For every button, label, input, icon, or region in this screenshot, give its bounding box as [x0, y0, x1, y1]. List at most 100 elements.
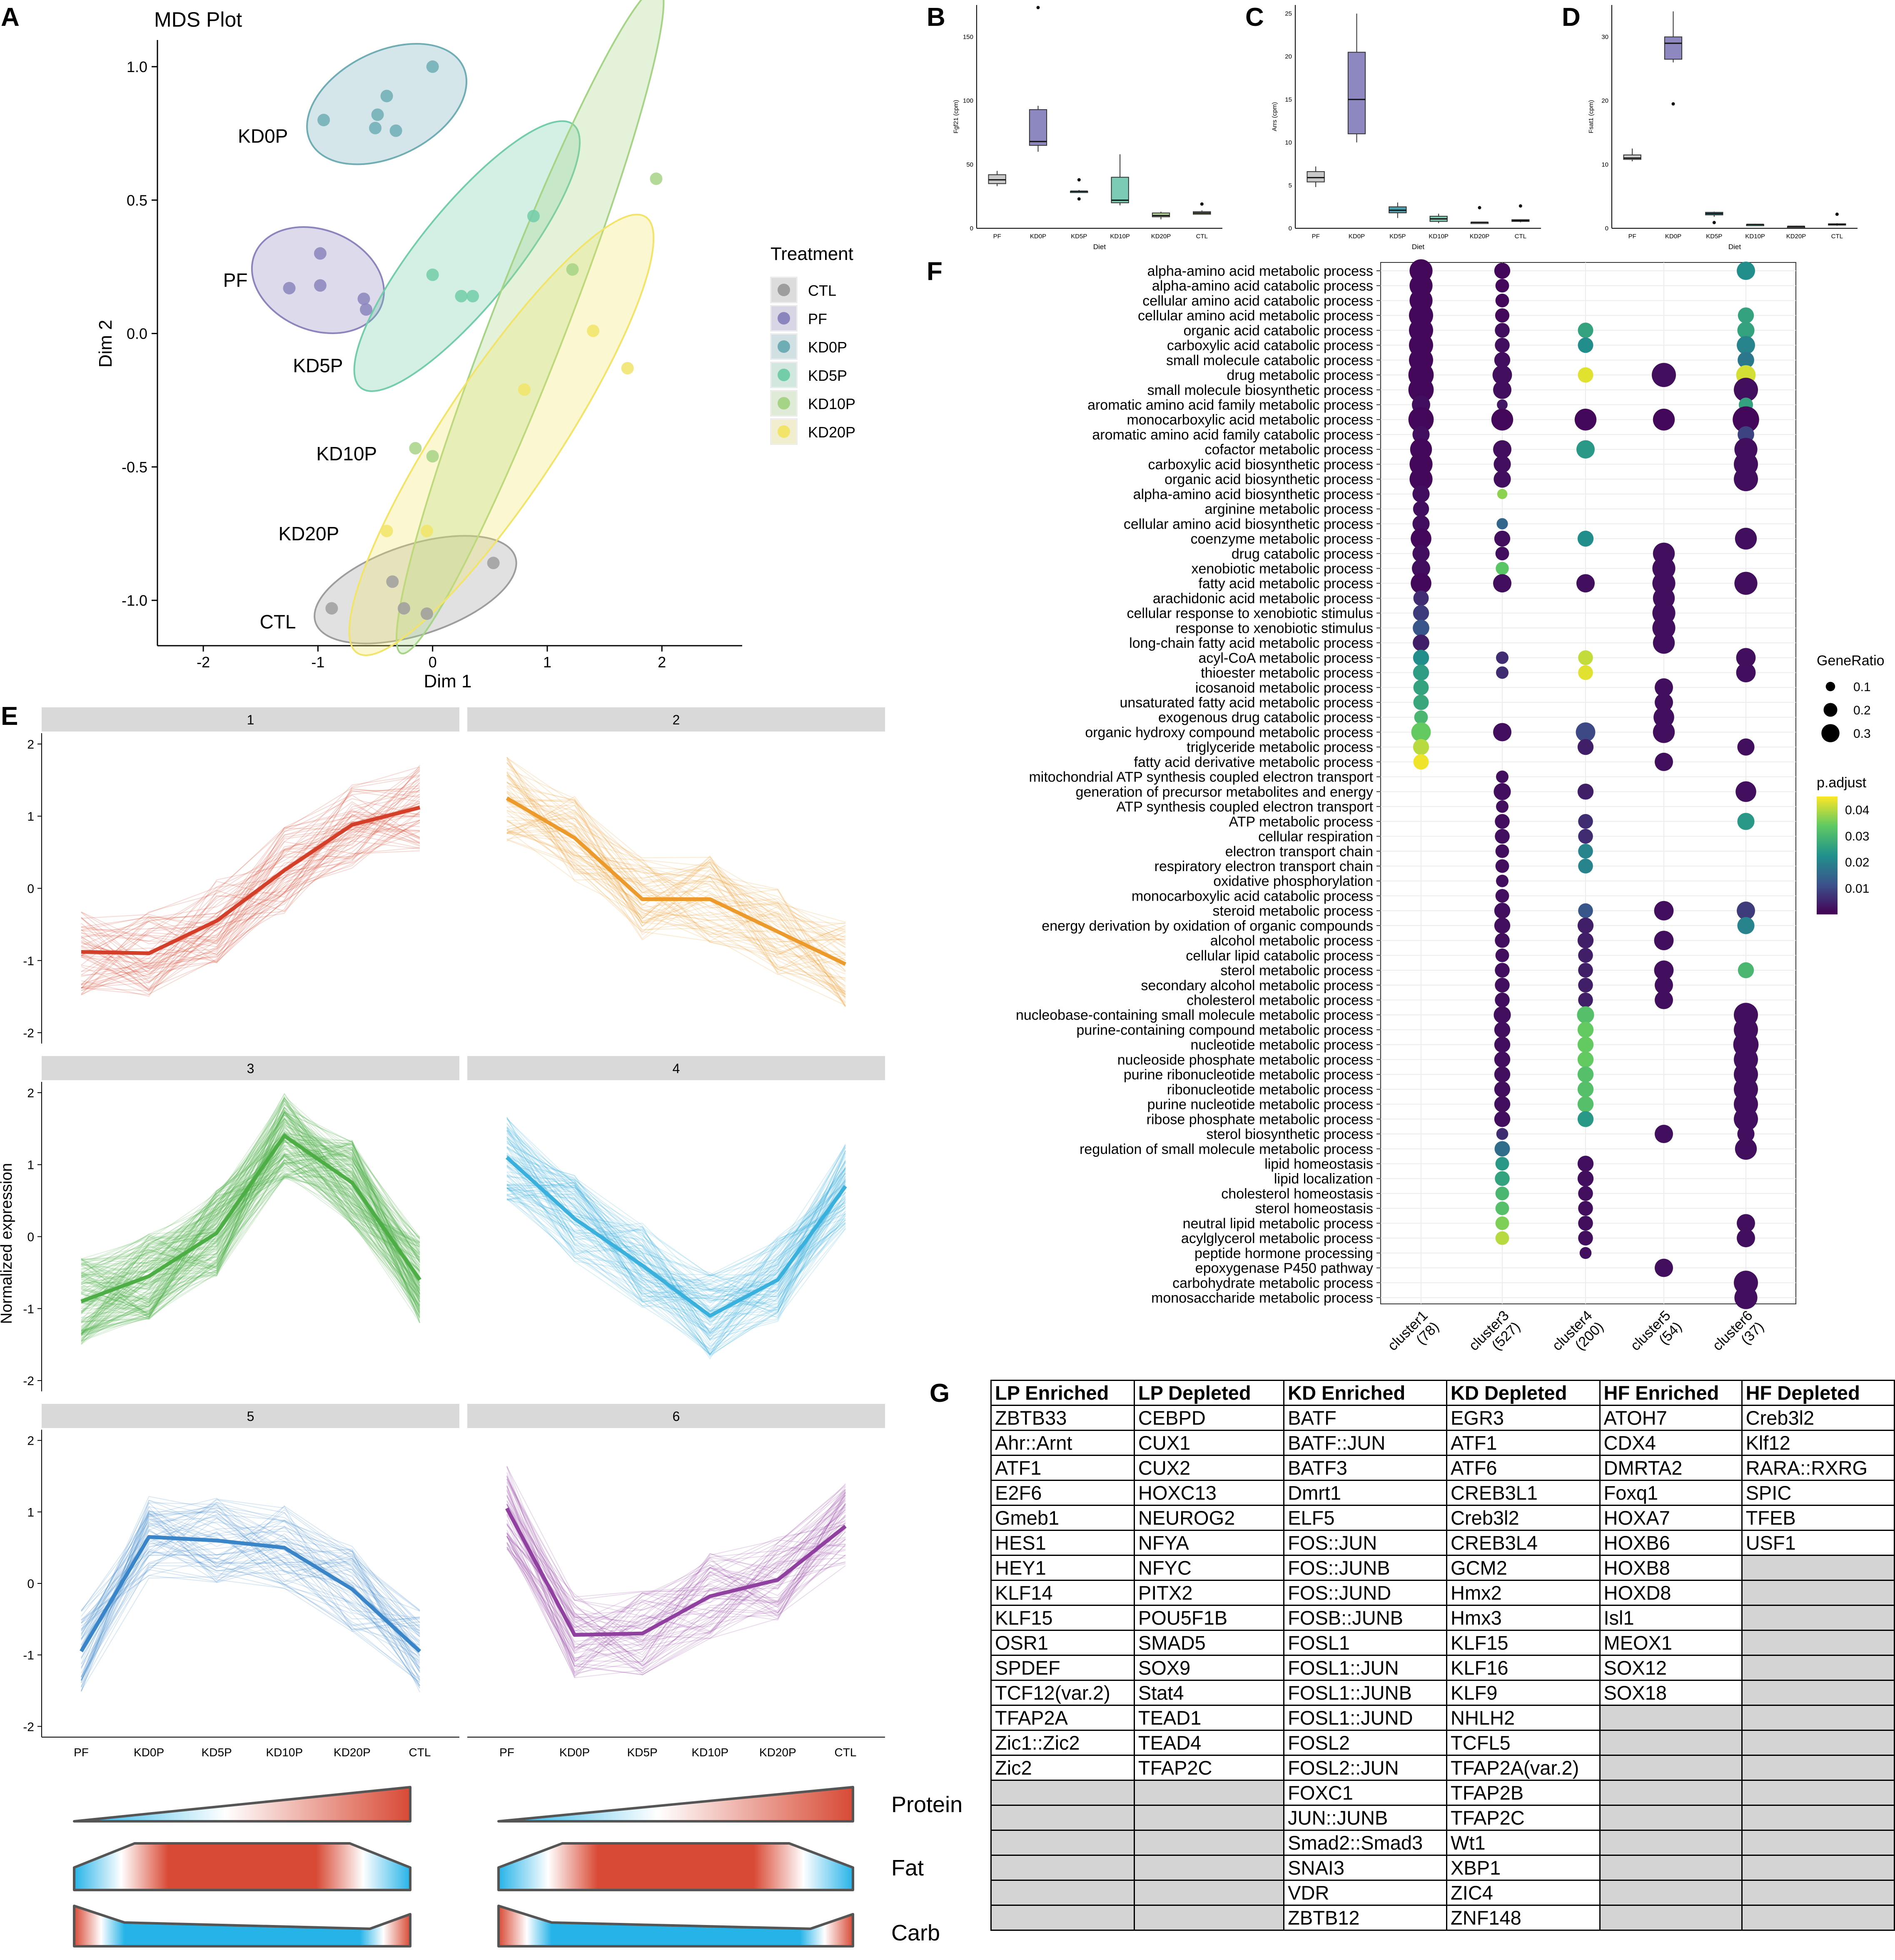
mds-group-label: KD5P: [293, 355, 343, 376]
go-dot: [1578, 1231, 1593, 1246]
gene-trace: [81, 1141, 420, 1333]
table-cell: [990, 1830, 1135, 1856]
gene-trace: [81, 767, 420, 989]
gene-trace: [81, 1531, 420, 1658]
gene-trace: [506, 1146, 846, 1341]
table-row: TFAP2A TEAD1 FOSL1::JUND NHLH2: [990, 1705, 1895, 1731]
go-term-label: response to xenobiotic stimulus: [1176, 620, 1373, 636]
go-term-label: aromatic amino acid family metabolic pro…: [1087, 397, 1373, 413]
gene-trace: [506, 1185, 846, 1296]
gene-trace: [81, 1139, 420, 1322]
gene-trace: [506, 1187, 846, 1351]
go-term-label: alpha-amino acid catabolic process: [1152, 278, 1373, 294]
gene-trace: [506, 811, 846, 994]
go-dot: [1494, 455, 1511, 473]
gene-trace: [506, 1495, 846, 1677]
go-dot: [1497, 399, 1508, 410]
gene-trace: [506, 1509, 846, 1645]
gene-trace: [81, 1169, 420, 1303]
gene-trace: [506, 1483, 846, 1667]
go-term-label: drug metabolic process: [1227, 367, 1373, 383]
gene-trace: [81, 1129, 420, 1289]
gene-trace: [81, 1545, 420, 1655]
gene-trace: [506, 1133, 846, 1312]
table-cell: ATF1: [1446, 1430, 1601, 1456]
gene-trace: [506, 1475, 846, 1663]
go-dot: [1495, 814, 1510, 829]
mds-y-tick-label: 0.5: [127, 192, 147, 209]
gene-trace: [506, 1136, 846, 1308]
mds-y-label: Dim 2: [95, 320, 116, 368]
go-dot: [1653, 632, 1675, 654]
go-dot: [1738, 352, 1754, 369]
box-y-tick-label: 0: [1289, 225, 1292, 232]
go-dot: [1493, 723, 1511, 742]
table-cell: CUX2: [1133, 1455, 1285, 1481]
protein-schematic: [497, 1786, 854, 1823]
gene-trace: [81, 1502, 420, 1640]
gene-trace: [506, 757, 846, 982]
go-term-label: monocarboxylic acid metabolic process: [1127, 412, 1373, 428]
gene-trace: [506, 1533, 846, 1659]
gene-trace: [506, 1479, 846, 1670]
go-dot: [1737, 322, 1755, 339]
gene-trace: [506, 819, 846, 992]
go-dot: [1494, 1096, 1511, 1112]
table-cell: BATF::JUN: [1283, 1430, 1448, 1456]
panel-letter-e: E: [1, 702, 18, 731]
gene-trace: [506, 771, 846, 1006]
mds-x-tick-label: -1: [311, 654, 324, 671]
go-term-label: neutral lipid metabolic process: [1183, 1216, 1373, 1231]
go-term-label: ribose phosphate metabolic process: [1147, 1111, 1373, 1127]
gene-trace: [506, 1500, 846, 1651]
gene-trace: [506, 792, 846, 943]
table-cell: SPDEF: [990, 1655, 1135, 1681]
table-cell: NEUROG2: [1133, 1505, 1285, 1531]
gene-trace: [81, 1133, 420, 1299]
go-dot: [1577, 1096, 1594, 1112]
table-cell: GCM2: [1446, 1555, 1601, 1581]
gene-trace: [81, 1498, 420, 1681]
gene-trace: [81, 1098, 420, 1334]
gene-trace: [81, 1111, 420, 1341]
table-cell: [1741, 1905, 1895, 1931]
table-cell: Isl1: [1599, 1605, 1743, 1631]
go-dot: [1495, 1231, 1509, 1245]
table-cell: HOXB8: [1599, 1555, 1743, 1581]
gene-trace: [506, 1183, 846, 1311]
mds-point-kd10p: [650, 172, 663, 185]
table-cell: CUX1: [1133, 1430, 1285, 1456]
gene-trace: [506, 1481, 846, 1617]
gene-trace: [81, 1514, 420, 1669]
gene-trace: [506, 829, 846, 941]
gene-trace: [81, 1140, 420, 1295]
gene-trace: [81, 1165, 420, 1329]
facet-strip: [42, 1404, 459, 1428]
go-term-label: fatty acid metabolic process: [1198, 576, 1373, 592]
go-term-label: thioester metabolic process: [1201, 665, 1373, 681]
table-row: HEY1 NFYC FOS::JUNB GCM2 HOXB8: [990, 1555, 1895, 1581]
go-term-label: electron transport chain: [1225, 844, 1373, 859]
gene-trace: [81, 1510, 420, 1648]
gene-trace: [81, 790, 420, 974]
mds-point-kd5p: [426, 268, 439, 281]
table-row: TCF12(var.2) Stat4 FOSL1::JUNB KLF9 SOX18: [990, 1680, 1895, 1706]
go-term-label: nucleotide metabolic process: [1191, 1037, 1373, 1053]
box-x-tick-label: CTL: [1831, 233, 1843, 240]
go-term-label: alpha-amino acid biosynthetic process: [1133, 487, 1373, 502]
go-term-label: icosanoid metabolic process: [1195, 680, 1373, 696]
go-enrichment-dotplot: GeneRatio p.adjust alpha-amino acid meta…: [1016, 259, 1885, 1354]
go-dot: [1491, 409, 1514, 431]
gene-trace: [81, 1148, 420, 1313]
gene-trace: [506, 759, 846, 1006]
go-dot: [1578, 977, 1593, 993]
table-cell: OSR1: [990, 1630, 1135, 1656]
gene-trace: [81, 1167, 420, 1334]
gene-trace: [506, 1497, 846, 1667]
table-header-cell: HF Depleted: [1741, 1380, 1895, 1406]
gene-trace: [506, 829, 846, 1007]
gene-trace: [81, 766, 420, 955]
gene-trace: [81, 841, 420, 945]
table-cell: [1599, 1780, 1743, 1806]
gene-trace: [506, 1156, 846, 1357]
